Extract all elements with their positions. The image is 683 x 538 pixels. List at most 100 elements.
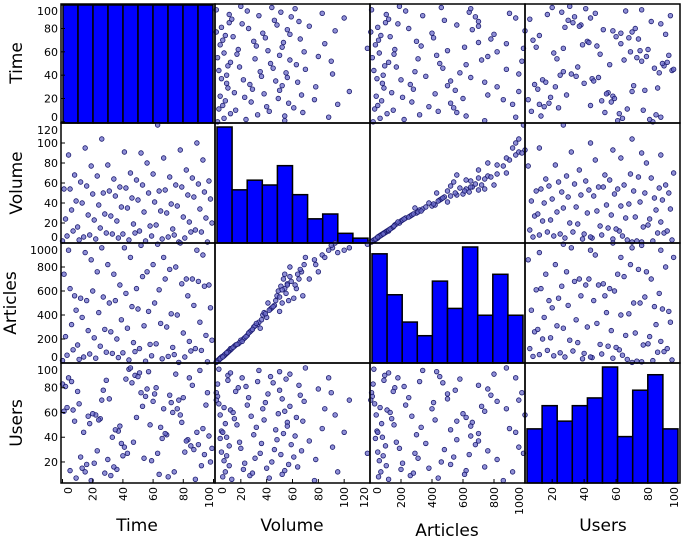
scatter-point bbox=[266, 475, 272, 481]
panel-frame bbox=[60, 242, 216, 364]
scatter-point bbox=[485, 448, 491, 454]
scatter-point bbox=[401, 383, 407, 390]
scatter-point bbox=[315, 269, 322, 275]
scatter-point bbox=[279, 471, 285, 478]
scatter-point bbox=[220, 354, 226, 360]
scatter-point bbox=[85, 413, 91, 419]
scatter-point bbox=[472, 441, 479, 448]
scatter-point bbox=[410, 470, 417, 476]
scatter-point bbox=[412, 205, 418, 211]
scatter-point bbox=[560, 325, 567, 331]
x-tick-label-volume: 100 bbox=[338, 487, 351, 508]
scatter-point bbox=[573, 73, 579, 80]
panel-articles-vs-articles bbox=[369, 242, 526, 364]
scatter-point bbox=[254, 378, 261, 385]
scatter-point bbox=[485, 160, 491, 166]
scatter-point bbox=[167, 392, 173, 398]
scatter-point bbox=[567, 337, 573, 343]
scatter-point bbox=[294, 271, 301, 277]
histogram-bar-users-4 bbox=[586, 397, 604, 484]
scatter-point bbox=[234, 341, 240, 348]
histogram-bar-users-1 bbox=[541, 404, 558, 484]
histogram-bar-time-1 bbox=[77, 4, 94, 124]
histogram-bar-users-7 bbox=[631, 389, 649, 484]
scatter-point bbox=[416, 378, 423, 385]
scatter-point bbox=[61, 271, 67, 277]
y-tick-label-users: 100 bbox=[37, 364, 58, 377]
scatter-point bbox=[220, 429, 226, 435]
scatter-point bbox=[332, 412, 338, 418]
scatter-point bbox=[423, 204, 429, 210]
scatter-point bbox=[229, 16, 235, 22]
scatter-point bbox=[64, 404, 70, 411]
scatter-point bbox=[293, 61, 300, 68]
scatter-point bbox=[111, 176, 117, 182]
scatter-point bbox=[525, 96, 531, 103]
scatter-point bbox=[117, 184, 123, 190]
scatter-point bbox=[536, 351, 543, 358]
scatter-point bbox=[656, 70, 662, 76]
scatter-point bbox=[279, 287, 285, 293]
scatter-point bbox=[153, 222, 159, 228]
scatter-point bbox=[485, 386, 491, 392]
scatter-point bbox=[133, 285, 140, 292]
scatter-point bbox=[300, 418, 306, 424]
scatter-point bbox=[375, 24, 381, 31]
scatter-point bbox=[97, 343, 103, 349]
scatter-point bbox=[651, 303, 658, 310]
histogram-bar-users-8 bbox=[647, 373, 664, 484]
scatter-point bbox=[622, 332, 629, 339]
scatter-point bbox=[123, 185, 129, 191]
scatter-point bbox=[262, 399, 269, 406]
scatter-point bbox=[99, 245, 105, 251]
scatter-point bbox=[279, 82, 285, 89]
scatter-point bbox=[80, 234, 87, 240]
scatter-point bbox=[562, 24, 568, 31]
scatter-point bbox=[282, 467, 288, 474]
scatter-point bbox=[269, 4, 275, 11]
scatter-point bbox=[197, 367, 203, 374]
scatter-point bbox=[332, 28, 338, 34]
scatter-point bbox=[378, 98, 385, 104]
scatter-point bbox=[527, 227, 533, 233]
scatter-point bbox=[385, 370, 392, 376]
scatter-point bbox=[475, 167, 482, 173]
scatter-point bbox=[549, 4, 555, 11]
scatter-point bbox=[383, 462, 389, 469]
scatter-point bbox=[144, 160, 150, 166]
scatter-point bbox=[536, 232, 543, 238]
scatter-point bbox=[536, 101, 543, 108]
scatter-point bbox=[260, 30, 266, 36]
scatter-point bbox=[227, 110, 234, 117]
scatter-point bbox=[91, 217, 97, 223]
scatter-point bbox=[279, 396, 285, 402]
scatter-point bbox=[70, 228, 76, 234]
y-tick-label-articles: 0 bbox=[51, 351, 58, 364]
scatter-point bbox=[563, 173, 570, 179]
scatter-point bbox=[383, 11, 389, 18]
scatter-point bbox=[624, 356, 630, 363]
scatter-point bbox=[482, 408, 488, 414]
scatter-point bbox=[575, 221, 581, 227]
scatter-point bbox=[549, 305, 555, 311]
scatter-point bbox=[385, 476, 392, 482]
scatter-point bbox=[447, 461, 454, 468]
scatter-point bbox=[454, 172, 460, 178]
scatter-point bbox=[300, 293, 306, 299]
scatter-point bbox=[413, 38, 420, 45]
scatter-point bbox=[485, 53, 491, 60]
scatter-point bbox=[74, 342, 81, 348]
scatter-point bbox=[127, 254, 134, 261]
scatter-point bbox=[296, 18, 302, 25]
scatter-point bbox=[282, 408, 288, 414]
scatter-point bbox=[447, 78, 454, 84]
scatter-point bbox=[541, 103, 547, 110]
panels bbox=[59, 3, 681, 484]
scatter-point bbox=[390, 388, 396, 395]
scatter-point bbox=[509, 101, 516, 108]
x-tick-label-articles: 400 bbox=[426, 487, 439, 508]
scatter-point bbox=[188, 443, 194, 449]
scatter-point bbox=[630, 188, 637, 194]
scatter-point bbox=[232, 107, 239, 113]
scatter-point bbox=[533, 44, 539, 50]
